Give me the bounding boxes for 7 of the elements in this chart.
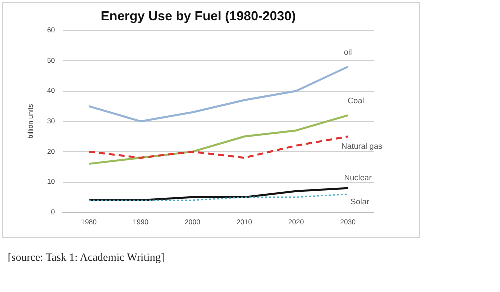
series-label: Nuclear: [344, 174, 372, 183]
text: [source: Task 1: Academic Writing]: [8, 252, 166, 264]
series-label: Coal: [348, 96, 365, 106]
series-label: Natural gas: [342, 142, 383, 151]
series-label: Solar: [350, 198, 370, 207]
series-label: oil: [344, 48, 352, 58]
chart-title: Energy Use by Fuel (1980-2030): [100, 8, 296, 24]
